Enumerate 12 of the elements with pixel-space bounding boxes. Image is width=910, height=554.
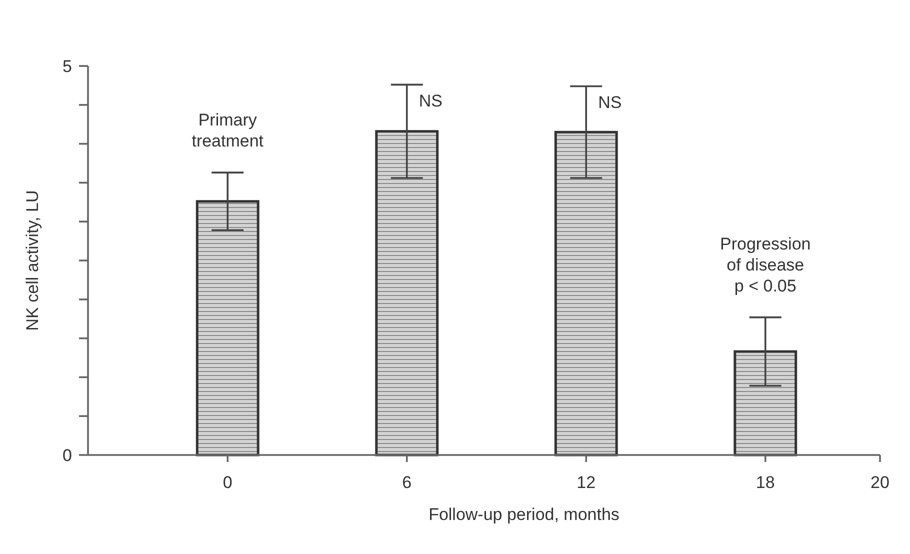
annotation: Progression of disease p < 0.05: [720, 234, 811, 296]
annotation: NS: [418, 92, 442, 111]
x-axis-title: Follow-up period, months: [428, 505, 620, 524]
annotation: NS: [598, 93, 622, 112]
annotation: Primary treatment: [192, 110, 264, 151]
text: 20: [870, 473, 890, 492]
x-tick-label: 18: [756, 473, 775, 492]
x-tick-label: 0: [222, 473, 232, 492]
x-tick-label: 12: [576, 473, 596, 492]
y-axis-title: NK cell activity, LU: [23, 190, 42, 331]
y-tick-label: 5: [62, 56, 72, 76]
x-tick-label: 6: [402, 473, 412, 492]
